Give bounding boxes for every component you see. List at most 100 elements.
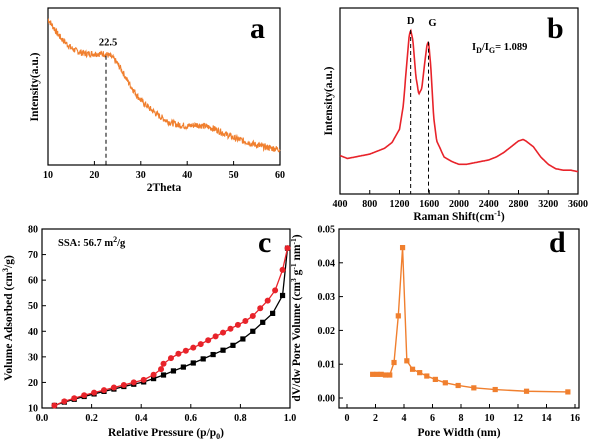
panel-b-frame (339, 7, 579, 195)
panel-d-letter: d (549, 226, 566, 259)
panel-b-x-tick-label: 400 (333, 199, 348, 210)
panel-d-point (565, 389, 571, 395)
panel-a-x-tick-label: 50 (229, 170, 239, 181)
panel-c-desorption-point (130, 379, 137, 386)
panel-c-desorption-point (160, 360, 167, 367)
panel-c-adsorption-point (240, 336, 246, 342)
panel-c-desorption-point (51, 402, 58, 409)
panel-c-desorption-point (205, 337, 212, 344)
panel-b: 400 800 1200 1600 2000 2400 2800 3200 3600 D G I… (323, 7, 588, 223)
panel-d-point (395, 313, 401, 319)
panel-b-x-tick-label: 3600 (568, 199, 588, 210)
panel-d-point (442, 380, 448, 386)
panel-b-x-axis-title: Raman Shift(cm-1) (413, 209, 505, 223)
panel-c-desorption-point (234, 321, 241, 328)
panel-d-x-tick-label: 0 (345, 413, 350, 424)
panel-c-desorption-point (272, 287, 279, 294)
panel-d-point (409, 366, 416, 372)
panel-c-y-tick-label: 60 (28, 276, 38, 287)
panel-a-x-ticks: 10 20 30 40 50 60 (43, 161, 285, 181)
panel-b-x-tick-label: 800 (362, 199, 377, 210)
panel-c-desorption-point (212, 333, 219, 340)
panel-b-series-line (339, 28, 579, 173)
panel-d-y-tick-label: 0.00 (318, 394, 336, 405)
panel-a-series-line (47, 18, 281, 153)
panel-d-x-tick-label: 4 (402, 413, 407, 424)
panel-d-point (432, 376, 438, 383)
panel-c-adsorption-point (190, 360, 196, 366)
panel-d-y-tick-label: 0.04 (318, 258, 336, 269)
panel-d-point (374, 371, 380, 377)
panel-c-desorption-point (175, 350, 182, 357)
panel-c-x-axis-title: Relative Pressure (p/p0) (108, 427, 224, 441)
panel-d-markers (370, 244, 571, 395)
panel-c-y-tick-label: 10 (28, 404, 38, 415)
panel-c-desorption-point (158, 366, 165, 373)
panel-c-adsorption-point (260, 319, 266, 325)
panel-c-desorption-point (257, 305, 264, 312)
panel-d-point (523, 388, 530, 394)
panel-d-y-tick-label: 0.03 (318, 292, 336, 303)
panel-b-x-tick-label: 2800 (509, 199, 529, 210)
panel-d-x-tick-label: 8 (459, 413, 464, 424)
panel-c-desorption-point (61, 398, 68, 405)
panel-c-letter: c (258, 226, 271, 259)
panel-d-point (455, 382, 461, 389)
panel-d-y-tick-label: 0.05 (318, 225, 336, 236)
panel-a-x-tick-label: 10 (43, 170, 53, 181)
panel-d-point (417, 370, 423, 376)
panel-b-x-tick-label: 1600 (419, 199, 439, 210)
panel-c-ssa-label: SSA: 56.7 m2/g (58, 235, 126, 249)
panel-c-x-tick-label: 0.8 (234, 413, 247, 424)
panel-c-desorption-line (54, 248, 289, 407)
panel-d-frame (338, 228, 580, 409)
panel-a-y-axis-title: Intensity(a.u.) (29, 52, 41, 121)
panel-c-y-tick-label: 70 (28, 250, 38, 261)
panel-c-desorption-markers (51, 245, 291, 409)
panel-a-peak-label: 22.5 (99, 38, 117, 49)
panel-c-adsorption-point (151, 375, 157, 382)
panel-b-y-axis-title: Intensity(a.u.) (323, 66, 335, 135)
panel-d-y-axis-title: dV/dw Pore Volume (cm3 g-1 nm-1) (289, 234, 303, 401)
panel-a-x-tick-label: 60 (275, 170, 285, 181)
panel-d-point (471, 385, 477, 391)
panel-c-y-tick-label: 40 (28, 327, 38, 338)
panel-a-frame (47, 7, 281, 166)
panel-d-x-tick-label: 16 (570, 413, 580, 424)
panel-c-y-axis-title: Volume Adsorbed (cm3/g) (1, 255, 15, 381)
panel-c-ticks: 0.0 0.2 0.4 0.6 0.8 1.0 10 20 30 40 50 60 70 80 (28, 225, 296, 425)
panel-c-x-tick-label: 0.0 (36, 413, 49, 424)
panel-c-y-tick-label: 50 (28, 301, 38, 312)
panel-c-adsorption-point (210, 351, 216, 358)
panel-c-desorption-point (264, 297, 271, 304)
panel-d-series-line (372, 247, 568, 393)
panel-d-point (378, 371, 384, 377)
panel-c-adsorption-line (54, 248, 289, 407)
panel-d-y-tick-label: 0.01 (318, 360, 336, 371)
panel-d-point (382, 372, 389, 378)
panel-a-x-tick-label: 40 (182, 170, 192, 181)
panel-b-x-tick-label: 2400 (479, 199, 499, 210)
panel-c-desorption-point (182, 347, 189, 354)
panel-d-point (370, 371, 376, 377)
panel-c-y-tick-label: 30 (28, 352, 38, 363)
panel-a: 10 20 30 40 50 60 22.5 a 2Theta Intensity(a.u… (29, 7, 285, 194)
panel-b-x-tick-label: 1200 (390, 199, 410, 210)
panel-a-letter: a (250, 12, 265, 45)
panel-c-desorption-point (279, 266, 286, 273)
panel-a-x-tick-label: 20 (89, 170, 99, 181)
panel-d: 0 2 4 6 8 10 12 14 160.000.010.020.030.040.05 d … (289, 225, 580, 440)
panel-c-adsorption-point (180, 364, 186, 370)
panel-b-x-tick-label: 3200 (538, 199, 558, 210)
panel-d-point (404, 358, 410, 364)
panel-d-x-tick-label: 10 (485, 413, 495, 424)
panel-d-y-tick-label: 0.02 (318, 326, 336, 337)
panel-c-adsorption-point (230, 342, 236, 348)
panel-c-desorption-point (284, 245, 291, 252)
panel-c-adsorption-point (170, 368, 177, 374)
panel-c-adsorption-markers (51, 245, 291, 409)
panel-c-desorption-point (150, 371, 157, 378)
panel-d-x-tick-label: 6 (430, 413, 435, 424)
panel-a-x-axis-title: 2Theta (147, 182, 182, 194)
